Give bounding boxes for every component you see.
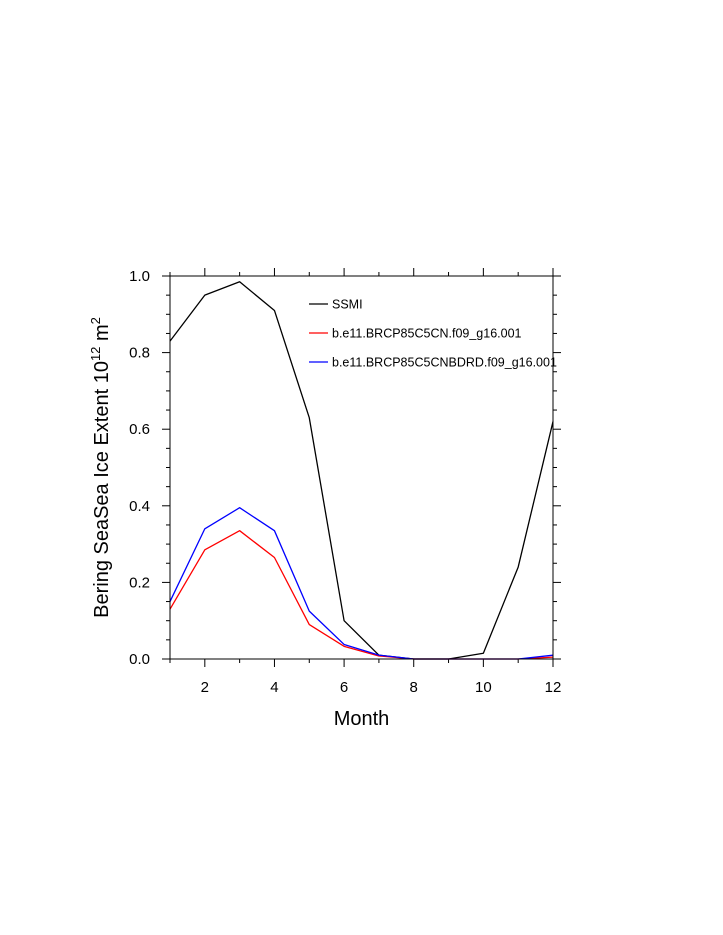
y-tick-label: 0.8 (129, 345, 150, 362)
y-axis-title: Bering SeaSea Ice Extent 1012 m2 (88, 317, 113, 618)
legend-label: b.e11.BRCP85C5CN.f09_g16.001 (332, 327, 522, 341)
x-tick-label: 12 (545, 679, 562, 696)
series-line-2 (169, 530, 554, 660)
plot-frame (169, 275, 554, 660)
y-axis-title-unit-exponent: 2 (88, 317, 103, 324)
x-axis-title: Month (334, 708, 390, 730)
series-line-1 (169, 281, 554, 660)
y-tick-label: 1.0 (129, 268, 150, 285)
x-tick-label: 8 (410, 679, 418, 696)
y-tick-label: 0.4 (129, 498, 150, 515)
y-axis-title-exponent: 12 (88, 347, 103, 361)
x-tick-label: 6 (340, 679, 348, 696)
legend-label: b.e11.BRCP85C5CNBDRD.f09_g16.001 (332, 356, 557, 370)
axis-tick-labels: 2 4 6 8 10 12 0.0 0.2 0.4 0.6 0.8 1.0 (129, 268, 561, 696)
y-axis-title-unit: m (91, 324, 113, 346)
axis-ticks (162, 268, 561, 667)
y-axis-title-main: Bering SeaSea Ice Extent 10 (91, 361, 113, 618)
y-tick-label: 0.6 (129, 421, 150, 438)
series-line-3 (169, 507, 554, 660)
x-tick-label: 4 (270, 679, 278, 696)
legend: SSMI b.e11.BRCP85C5CN.f09_g16.001 b.e11.BR… (309, 298, 557, 370)
y-tick-label: 0.2 (129, 574, 150, 591)
x-tick-label: 10 (475, 679, 492, 696)
legend-label: SSMI (332, 298, 363, 312)
x-tick-label: 2 (201, 679, 209, 696)
y-tick-label: 0.0 (129, 651, 150, 668)
